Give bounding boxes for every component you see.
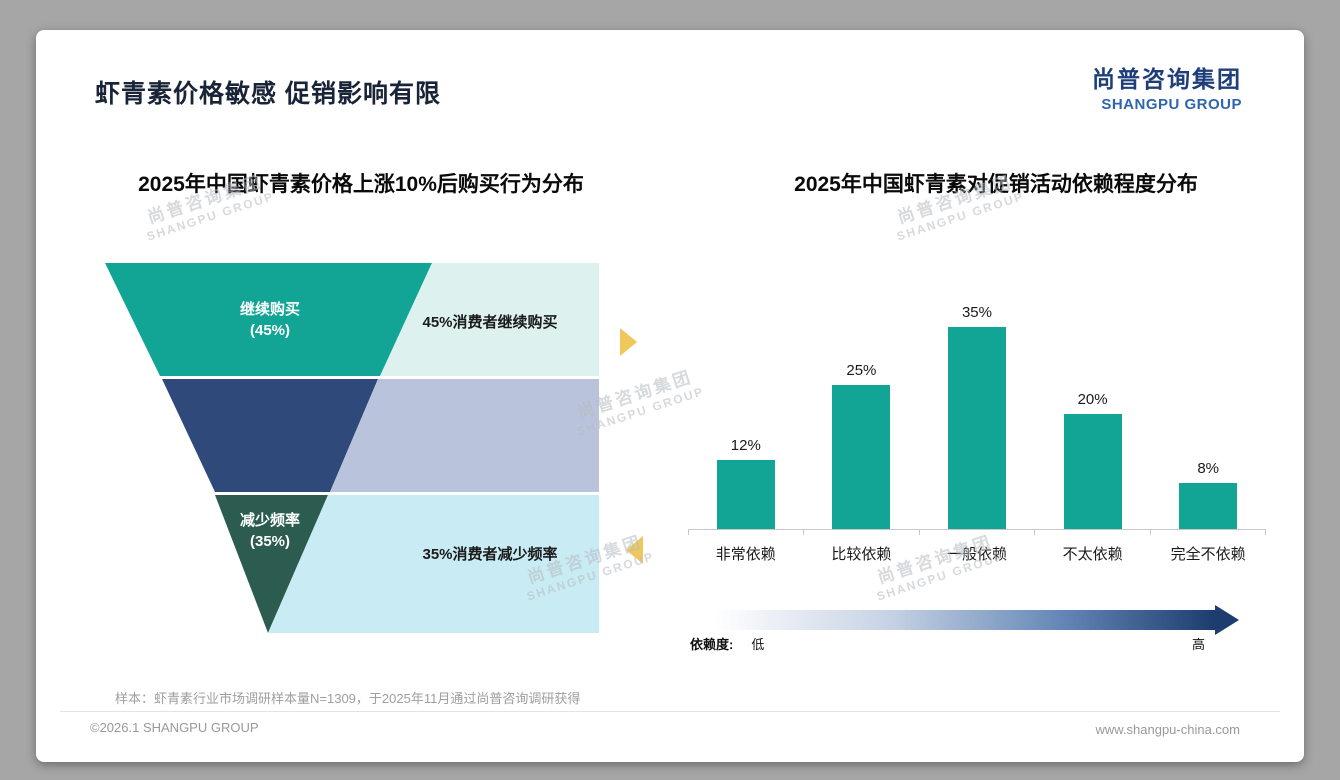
funnel-level-3: 更换品牌 (20%) 20%消费者更换品牌 <box>105 495 599 633</box>
funnel-level-pct: (35%) <box>249 533 290 550</box>
bar-chart: 12% 25% 35% 20% 8% 非常依赖 <box>688 285 1267 564</box>
page-title: 虾青素价格敏感 促销影响有限 <box>95 80 441 108</box>
bar <box>716 460 775 529</box>
slide-card: 虾青素价格敏感 促销影响有限 尚普咨询集团 SHANGPU GROUP 2025… <box>36 30 1304 762</box>
dependency-axis-labels: 依赖度: 低 高 <box>690 634 1250 653</box>
funnel-desc-panel <box>330 379 599 492</box>
gradient-arrowhead-icon <box>1215 605 1239 635</box>
dependency-high-label: 高 <box>1191 637 1205 652</box>
category-label: 非常依赖 <box>715 546 776 563</box>
bar <box>1063 414 1122 529</box>
dependency-low-label: 低 <box>751 637 765 652</box>
funnel-level-2: 减少频率 (35%) 35%消费者减少频率 <box>105 379 599 563</box>
bar-column: 12% <box>688 437 804 529</box>
x-axis-labels: 非常依赖 比较依赖 一般依赖 不太依赖 完全不依赖 <box>688 535 1266 564</box>
gradient-bar <box>715 610 1215 630</box>
gold-arrow-left-icon <box>626 536 643 564</box>
bar-plot-area: 12% 25% 35% 20% 8% <box>688 285 1266 530</box>
category-label: 比较依赖 <box>831 546 892 563</box>
bar-value-label: 35% <box>961 304 992 321</box>
funnel-level-1: 继续购买 (45%) 45%消费者继续购买 <box>105 263 599 376</box>
gold-arrow-right-icon <box>620 328 637 356</box>
funnel-chart-title: 2025年中国虾青素价格上涨10%后购买行为分布 <box>138 173 584 196</box>
funnel-segment-shape <box>105 263 432 376</box>
logo-en-text: SHANGPU GROUP <box>1101 96 1242 113</box>
funnel-level-pct: (45%) <box>249 322 290 339</box>
category-label: 一般依赖 <box>946 546 1007 563</box>
x-axis-ticks <box>688 530 1267 535</box>
company-logo: 尚普咨询集团 SHANGPU GROUP <box>1092 60 1242 113</box>
dependency-gradient-arrow <box>715 605 1239 635</box>
funnel-segment-label: 更换品牌 (20%) <box>160 760 380 762</box>
funnel-level-name: 更换品牌 <box>160 760 380 762</box>
funnel-desc-text: 35%消费者减少频率 <box>422 546 558 563</box>
funnel-segment-label: 继续购买 (45%) <box>160 299 380 341</box>
bar <box>832 385 891 529</box>
bar-chart-title: 2025年中国虾青素对促销活动依赖程度分布 <box>794 173 1198 196</box>
bar-column: 25% <box>804 362 920 529</box>
bar-column: 20% <box>1035 391 1151 529</box>
bar-value-label: 20% <box>1077 391 1108 408</box>
bar-value-label: 8% <box>1197 460 1220 477</box>
bar <box>947 327 1006 529</box>
logo-cn-text: 尚普咨询集团 <box>1092 66 1242 92</box>
funnel-desc-panel <box>268 495 599 633</box>
funnel-level-name: 继续购买 <box>239 301 300 318</box>
category-label: 完全不依赖 <box>1170 546 1246 563</box>
bar-value-label: 12% <box>730 437 761 454</box>
funnel-segment-label: 减少频率 (35%) <box>160 510 380 552</box>
bar-value-label: 25% <box>846 362 877 379</box>
footer-website: www.shangpu-china.com <box>1095 722 1240 737</box>
sample-note: 样本：虾青素行业市场调研样本量N=1309，于2025年11月通过尚普咨询调研获… <box>115 691 581 706</box>
footer-copyright: ©2026.1 SHANGPU GROUP <box>90 720 259 735</box>
bar-column: 35% <box>919 304 1035 529</box>
funnel-desc-text: 45%消费者继续购买 <box>422 314 558 331</box>
category-label: 不太依赖 <box>1062 546 1123 563</box>
bar-column: 8% <box>1150 460 1266 529</box>
funnel-chart: 继续购买 (45%) 45%消费者继续购买 减少频率 (35%) 35%消费者减… <box>105 263 599 633</box>
dependency-label: 依赖度: <box>690 637 734 652</box>
footer-divider <box>60 711 1280 712</box>
bar <box>1179 483 1238 529</box>
funnel-level-name: 减少频率 <box>239 512 300 529</box>
